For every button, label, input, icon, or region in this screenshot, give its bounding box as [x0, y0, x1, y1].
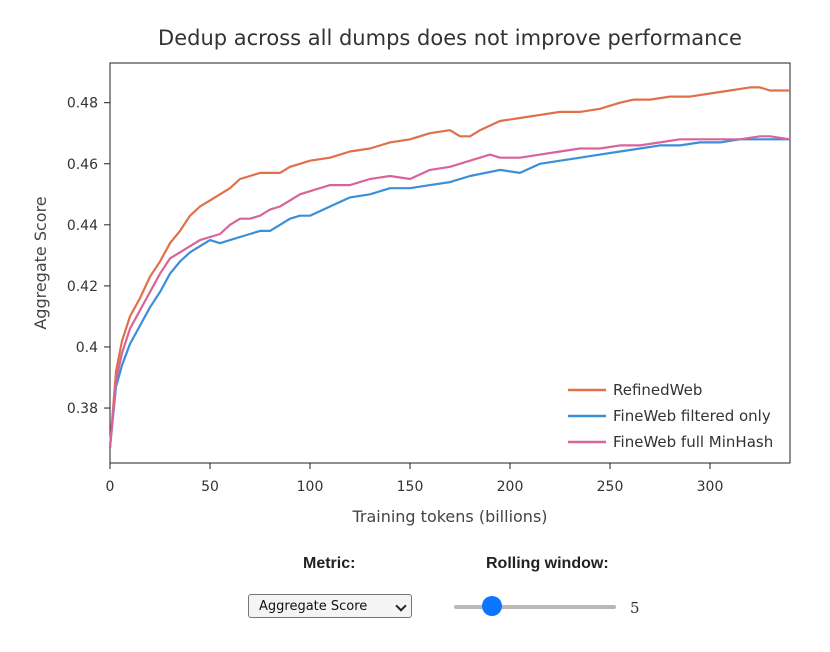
x-tick-label: 200 — [497, 479, 524, 495]
x-tick-label: 300 — [697, 479, 724, 495]
series-line-1 — [108, 86, 790, 448]
x-tick-label: 100 — [297, 479, 324, 495]
legend-label-2: FineWeb filtered only — [613, 407, 771, 425]
x-tick-label: 50 — [201, 479, 219, 495]
chevron-down-icon — [395, 600, 407, 612]
plot-frame — [109, 62, 791, 464]
series-lines — [108, 86, 791, 448]
rolling-window-slider[interactable] — [454, 596, 616, 616]
y-tick-label: 0.38 — [67, 401, 98, 417]
x-tick-label: 250 — [597, 479, 624, 495]
series-line-2 — [108, 138, 790, 448]
y-tick-label: 0.44 — [67, 218, 98, 234]
y-tick-label: 0.48 — [67, 96, 98, 112]
line-chart: Dedup across all dumps does not improve … — [31, 26, 791, 526]
chart-title: Dedup across all dumps does not improve … — [158, 26, 742, 50]
x-tick-label: 150 — [397, 479, 424, 495]
metric-label: Metric: — [303, 555, 356, 572]
y-axis-label: Aggregate Score — [31, 196, 50, 329]
legend: RefinedWeb FineWeb filtered only FineWeb f… — [568, 381, 773, 451]
rolling-window-value: 5 — [630, 599, 640, 617]
rolling-window-label: Rolling window: — [486, 555, 609, 572]
y-tick-label: 0.42 — [67, 279, 98, 295]
chart-controls: Metric: Rolling window: Aggregate Score … — [0, 548, 830, 648]
x-axis-label: Training tokens (billions) — [351, 507, 547, 526]
x-axis: 0 50 100 150 200 250 300 — [106, 463, 724, 495]
legend-label-1: RefinedWeb — [613, 381, 702, 399]
y-tick-label: 0.4 — [76, 340, 98, 356]
y-tick-label: 0.46 — [67, 157, 98, 173]
slider-track — [454, 605, 616, 609]
slider-thumb[interactable] — [482, 596, 503, 616]
metric-select[interactable]: Aggregate Score — [248, 594, 412, 618]
legend-label-3: FineWeb full MinHash — [613, 433, 773, 451]
metric-select-value: Aggregate Score — [259, 599, 368, 614]
y-axis: 0.38 0.4 0.42 0.44 0.46 0.48 — [67, 96, 110, 417]
series-line-3 — [108, 135, 791, 448]
x-tick-label: 0 — [106, 479, 115, 495]
